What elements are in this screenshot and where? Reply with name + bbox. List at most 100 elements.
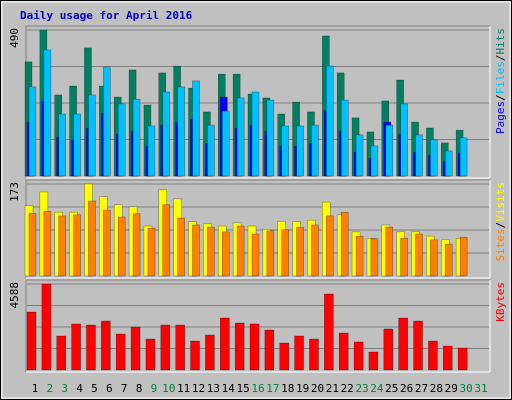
bar (281, 229, 289, 277)
bar (88, 94, 96, 177)
x-tick-label: 27 (415, 382, 428, 395)
bar (311, 224, 319, 277)
bar (398, 317, 408, 371)
bar (103, 209, 111, 277)
x-tick-label: 16 (251, 382, 264, 395)
bar (58, 215, 66, 277)
bar (73, 214, 81, 277)
bar (56, 335, 66, 371)
x-tick-label: 10 (162, 382, 175, 395)
bar (264, 329, 275, 371)
y-tick-label: 490 (8, 28, 21, 48)
x-tick-label: 1 (32, 382, 39, 395)
bar (251, 233, 260, 277)
bar (266, 99, 275, 177)
x-tick-label: 14 (222, 382, 236, 395)
bar (26, 311, 37, 371)
bar (160, 324, 171, 371)
bar (207, 124, 215, 177)
bar (117, 103, 126, 177)
x-tick-label: 18 (281, 382, 294, 395)
bar (147, 227, 156, 277)
legend-separator: / (494, 94, 507, 101)
bar (294, 335, 304, 371)
legend-separator: / (494, 55, 507, 62)
bar (192, 224, 200, 277)
bar (73, 113, 81, 177)
bar (281, 125, 289, 177)
bar (177, 217, 185, 277)
bar (192, 80, 200, 177)
bar (383, 328, 394, 371)
bar (130, 326, 141, 371)
bar (236, 97, 245, 177)
bar (222, 110, 230, 177)
x-tick-label: 2 (47, 382, 54, 395)
bar (279, 342, 289, 371)
legend-entry: KBytes (494, 282, 507, 322)
bar (207, 226, 215, 277)
legend-entry: Sites (494, 228, 507, 261)
y-tick-label: 173 (8, 182, 21, 202)
bar (385, 124, 394, 177)
bar (117, 216, 126, 277)
bar (413, 320, 423, 371)
x-tick-label: 7 (121, 382, 128, 395)
x-tick-label: 17 (266, 382, 279, 395)
bar (43, 49, 52, 177)
x-tick-label: 25 (385, 382, 398, 395)
bar (236, 225, 245, 277)
bar (132, 213, 141, 277)
x-tick-label: 21 (326, 382, 339, 395)
bar (457, 347, 468, 371)
bar (368, 351, 379, 371)
bar (175, 324, 185, 371)
bar (88, 200, 96, 277)
bar (324, 293, 334, 371)
legend-entry: Hits (494, 28, 507, 55)
bar (28, 86, 37, 177)
bar (177, 86, 185, 177)
x-tick-label: 20 (311, 382, 324, 395)
legend: Sites/Visits (494, 182, 507, 262)
legend-entry: Pages (494, 101, 507, 134)
legend: KBytes (494, 282, 507, 322)
bar (353, 341, 364, 371)
bar (43, 210, 52, 277)
x-tick-label: 19 (296, 382, 309, 395)
bar (249, 323, 260, 371)
x-tick-label: 26 (400, 382, 413, 395)
bar (355, 235, 364, 277)
bar (145, 338, 156, 371)
x-tick-label: 4 (76, 382, 83, 395)
bar (338, 332, 349, 371)
bar (459, 137, 468, 177)
bar (430, 139, 438, 177)
x-tick-label: 28 (430, 382, 443, 395)
bar (190, 340, 200, 371)
bar (445, 150, 453, 177)
x-tick-label: 31 (474, 382, 487, 395)
bar (370, 145, 379, 177)
x-tick-label: 23 (355, 382, 368, 395)
bar (115, 333, 126, 371)
bar (103, 66, 111, 177)
bar (370, 238, 379, 277)
x-tick-label: 22 (341, 382, 354, 395)
x-tick-label: 9 (151, 382, 158, 395)
x-tick-label: 6 (106, 382, 113, 395)
bar (222, 231, 230, 277)
bar (443, 345, 453, 371)
bar (220, 317, 230, 371)
y-tick-label: 4588 (8, 282, 21, 309)
bar (340, 211, 349, 277)
bar (205, 334, 215, 371)
x-tick-label: 8 (136, 382, 143, 395)
bar (101, 320, 111, 371)
bar (296, 125, 304, 177)
bar (428, 340, 438, 371)
bar (415, 134, 423, 177)
legend-entry: Files (494, 61, 507, 94)
